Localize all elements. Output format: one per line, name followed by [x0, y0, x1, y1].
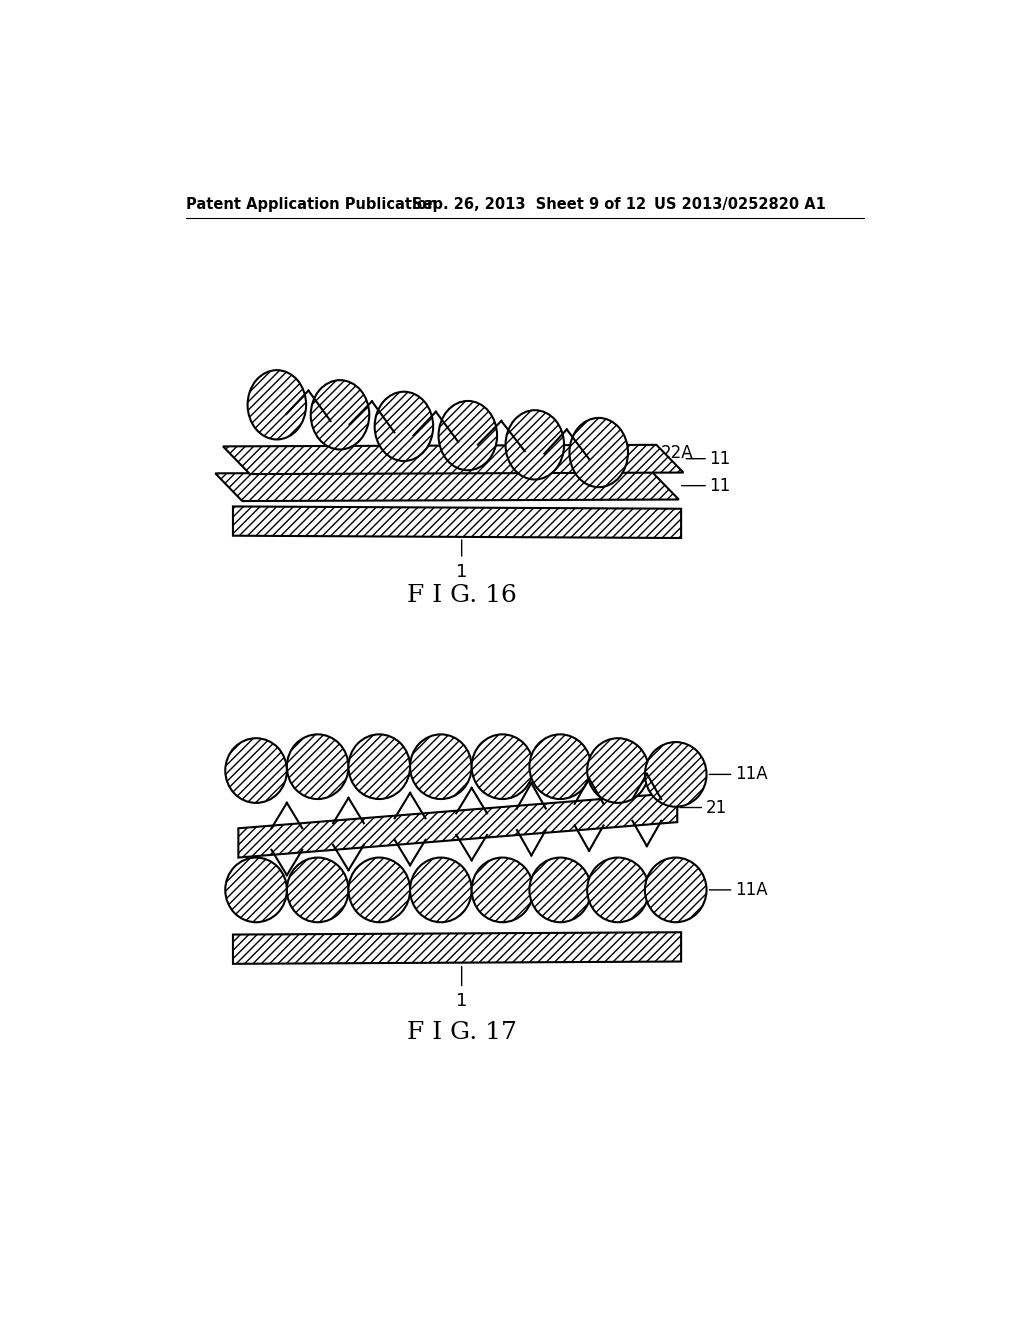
Ellipse shape — [645, 858, 707, 923]
Ellipse shape — [410, 858, 472, 923]
Ellipse shape — [310, 380, 370, 450]
Text: 11: 11 — [710, 450, 731, 467]
Ellipse shape — [529, 858, 591, 923]
Ellipse shape — [348, 734, 410, 799]
Text: Sep. 26, 2013  Sheet 9 of 12: Sep. 26, 2013 Sheet 9 of 12 — [412, 197, 646, 213]
Ellipse shape — [348, 858, 410, 923]
Text: US 2013/0252820 A1: US 2013/0252820 A1 — [654, 197, 826, 213]
Ellipse shape — [587, 738, 649, 803]
Ellipse shape — [438, 401, 497, 470]
Text: 22A: 22A — [660, 444, 693, 462]
Ellipse shape — [375, 392, 433, 461]
Text: F I G. 17: F I G. 17 — [407, 1020, 516, 1044]
Text: F I G. 16: F I G. 16 — [407, 585, 516, 607]
Ellipse shape — [529, 734, 591, 799]
Ellipse shape — [225, 738, 287, 803]
Ellipse shape — [645, 742, 707, 807]
Ellipse shape — [569, 418, 628, 487]
Polygon shape — [239, 793, 677, 858]
Text: 11: 11 — [710, 477, 731, 495]
Text: 11A: 11A — [735, 766, 768, 783]
Ellipse shape — [287, 858, 348, 923]
Ellipse shape — [472, 858, 534, 923]
Polygon shape — [223, 445, 683, 474]
Ellipse shape — [225, 858, 287, 923]
Ellipse shape — [472, 734, 534, 799]
Text: 1: 1 — [456, 562, 467, 581]
Ellipse shape — [410, 734, 472, 799]
Text: 1: 1 — [456, 993, 467, 1010]
Ellipse shape — [506, 411, 564, 479]
Text: Patent Application Publication: Patent Application Publication — [186, 197, 437, 213]
Text: 11A: 11A — [735, 880, 768, 899]
Polygon shape — [233, 507, 681, 539]
Polygon shape — [233, 932, 681, 964]
Text: 21: 21 — [706, 799, 727, 817]
Ellipse shape — [287, 734, 348, 799]
Polygon shape — [215, 471, 679, 502]
Ellipse shape — [587, 858, 649, 923]
Ellipse shape — [248, 370, 306, 440]
